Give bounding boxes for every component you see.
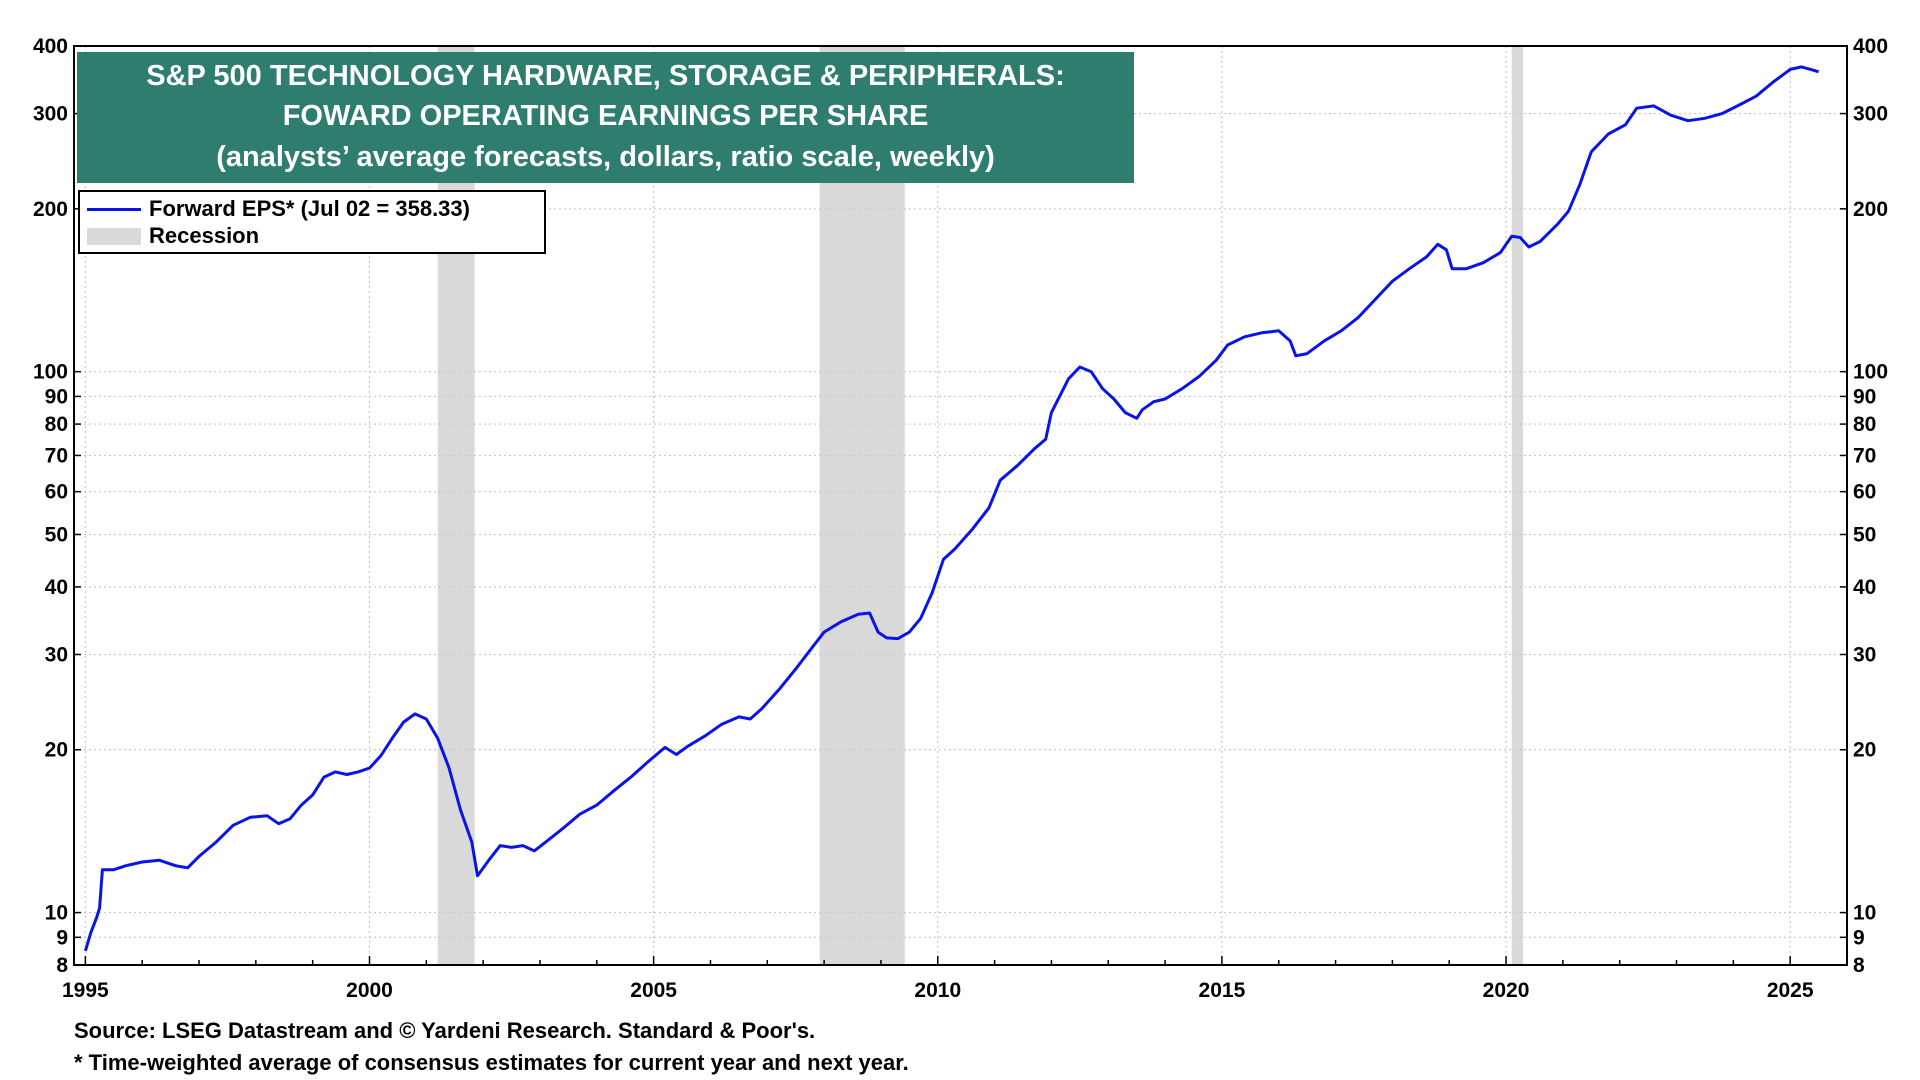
y-tick-label-right-2: 10 (1853, 902, 1876, 925)
y-tick-label-right-14: 400 (1853, 35, 1888, 58)
x-tick-label-5: 2020 (1483, 979, 1530, 1002)
legend: Forward EPS* (Jul 02 = 358.33) Recession (78, 190, 546, 254)
chart-title-line2: FOWARD OPERATING EARNINGS PER SHARE (282, 100, 929, 132)
y-tick-label-right-13: 300 (1853, 103, 1888, 126)
y-tick-label-left-14: 400 (33, 35, 68, 58)
y-tick-label-right-6: 50 (1853, 523, 1876, 546)
recession-bands (437, 46, 1524, 965)
recession-band-2 (1511, 46, 1524, 965)
x-tick-label-3: 2010 (914, 979, 961, 1002)
y-tick-label-left-10: 90 (45, 385, 68, 408)
y-tick-label-left-7: 60 (45, 481, 68, 504)
legend-swatch-forward-eps (87, 207, 141, 211)
y-tick-label-left-9: 80 (45, 413, 68, 436)
x-tick-label-1: 2000 (346, 979, 393, 1002)
legend-item-forward-eps: Forward EPS* (Jul 02 = 358.33) (80, 196, 470, 222)
footnote: * Time-weighted average of consensus est… (74, 1050, 909, 1075)
y-tick-label-left-8: 70 (45, 444, 68, 467)
y-tick-label-right-9: 80 (1853, 413, 1876, 436)
recession-band-1 (819, 46, 905, 965)
y-tick-label-left-4: 30 (45, 643, 68, 666)
x-tick-label-4: 2015 (1199, 979, 1246, 1002)
y-tick-label-right-7: 60 (1853, 481, 1876, 504)
x-tick-label-0: 1995 (62, 979, 109, 1002)
recession-band-0 (437, 46, 475, 965)
y-tick-label-left-5: 40 (45, 576, 68, 599)
y-tick-label-right-5: 40 (1853, 576, 1876, 599)
legend-item-recession: Recession (80, 223, 259, 249)
y-tick-label-left-6: 50 (45, 523, 68, 546)
plot-frame (73, 45, 1848, 966)
y-tick-label-right-10: 90 (1853, 385, 1876, 408)
chart-title: S&P 500 TECHNOLOGY HARDWARE, STORAGE & P… (146, 60, 1065, 92)
y-tick-label-left-12: 200 (33, 198, 68, 221)
y-tick-label-right-1: 9 (1853, 926, 1865, 949)
legend-swatch-recession (87, 227, 141, 245)
x-axis: 1995 2000 2005 2010 2015 2020 2025 (62, 956, 1814, 1002)
y-tick-label-right-4: 30 (1853, 643, 1876, 666)
source-note: Source: LSEG Datastream and © Yardeni Re… (74, 1018, 816, 1043)
series-line-forward-eps (83, 65, 1820, 952)
chart-subtitle: (analysts’ average forecasts, dollars, r… (216, 141, 995, 173)
y-tick-label-right-8: 70 (1853, 444, 1876, 467)
y-tick-label-left-11: 100 (33, 361, 68, 384)
x-tick-label-6: 2025 (1767, 979, 1814, 1002)
y-tick-label-right-12: 200 (1853, 198, 1888, 221)
y-tick-label-left-0: 8 (56, 954, 68, 977)
x-tick-label-2: 2005 (630, 979, 677, 1002)
y-tick-label-left-2: 10 (45, 902, 68, 925)
y-tick-label-right-11: 100 (1853, 361, 1888, 384)
legend-label-recession: Recession (149, 223, 260, 248)
series-lines (83, 65, 1820, 952)
y-tick-label-left-3: 20 (45, 739, 68, 762)
y-tick-label-left-1: 9 (56, 926, 68, 949)
chart-title-box: S&P 500 TECHNOLOGY HARDWARE, STORAGE & P… (77, 52, 1134, 183)
y-tick-label-right-0: 8 (1853, 954, 1865, 977)
y-tick-label-left-13: 300 (33, 103, 68, 126)
legend-label-forward-eps: Forward EPS* (Jul 02 = 358.33) (149, 196, 470, 221)
y-tick-label-right-3: 20 (1853, 739, 1876, 762)
